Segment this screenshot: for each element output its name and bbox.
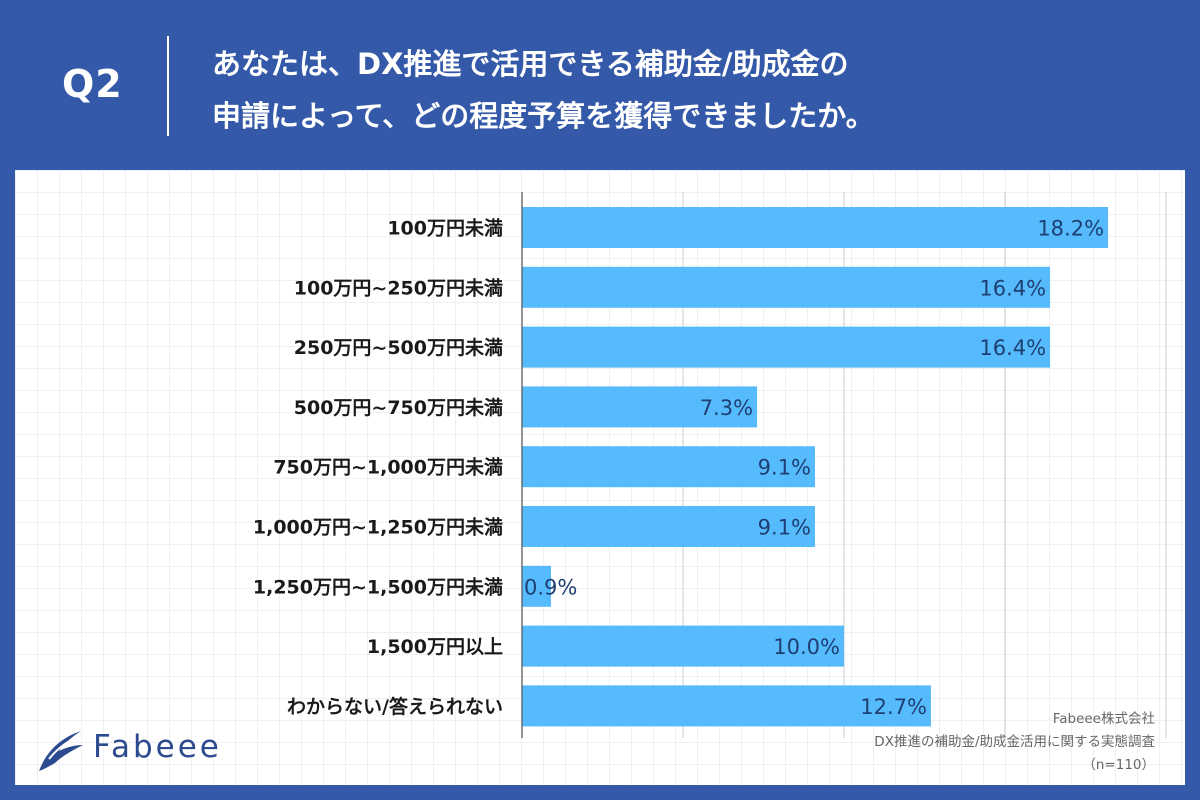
bar — [522, 506, 816, 547]
chart-panel: 100万円未満 18.2% 100万円~250万円未満 16.4% 250万円~500万… — [15, 170, 1185, 785]
bar — [522, 386, 758, 428]
bar — [522, 207, 1109, 248]
question-line-2: 申請によって、どの程度予算を獲得できましたか。 — [212, 99, 875, 133]
question-number: Q2 — [62, 62, 123, 106]
source-note: Fabeee株式会社 DX推進の補助金/助成金活用に関する実態調査 （n=110… — [874, 708, 1155, 777]
category-label: 100万円未満 — [387, 217, 503, 240]
fabeee-logo: Fabeee — [35, 725, 295, 775]
source-company: Fabeee株式会社 — [1052, 711, 1155, 727]
bar-chart: 100万円未満 18.2% 100万円~250万円未満 16.4% 250万円~500万… — [253, 192, 1167, 738]
category-label: 1,000万円~1,250万円未満 — [253, 516, 503, 539]
value-label: 9.1% — [758, 456, 811, 480]
header: Q2 あなたは、DX推進で活用できる補助金/助成金の 申請によって、どの程度予算… — [0, 0, 1200, 170]
value-label: 16.4% — [979, 336, 1046, 360]
question-text: あなたは、DX推進で活用できる補助金/助成金の 申請によって、どの程度予算を獲得… — [212, 38, 875, 142]
value-label: 9.1% — [758, 516, 811, 540]
category-label: 1,500万円以上 — [367, 636, 503, 658]
category-label: 100万円~250万円未満 — [294, 276, 503, 299]
category-label: わからない/答えられない — [287, 695, 503, 718]
value-label: 12.7% — [860, 695, 927, 719]
category-label: 1,250万円~1,500万円未満 — [253, 575, 503, 598]
value-label: 0.9% — [524, 575, 577, 599]
value-label: 16.4% — [979, 276, 1046, 300]
header-divider — [167, 36, 169, 136]
logo-text: Fabeee — [93, 729, 222, 765]
sample-size: （n=110） — [1082, 757, 1155, 773]
category-label: 750万円~1,000万円未満 — [273, 456, 503, 479]
question-line-1: あなたは、DX推進で活用できる補助金/助成金の — [212, 47, 849, 81]
fabeee-wing-logo-icon — [39, 731, 83, 771]
category-label: 250万円~500万円未満 — [294, 336, 503, 359]
bar — [522, 326, 1051, 368]
bar — [522, 446, 816, 488]
value-label: 18.2% — [1037, 217, 1104, 241]
bar — [522, 266, 1051, 308]
value-label: 7.3% — [700, 396, 753, 420]
bar — [522, 685, 931, 727]
bar — [522, 625, 844, 667]
value-label: 10.0% — [773, 635, 840, 659]
bar — [522, 565, 551, 607]
source-survey: DX推進の補助金/助成金活用に関する実態調査 — [874, 734, 1155, 750]
category-label: 500万円~750万円未満 — [294, 396, 503, 419]
